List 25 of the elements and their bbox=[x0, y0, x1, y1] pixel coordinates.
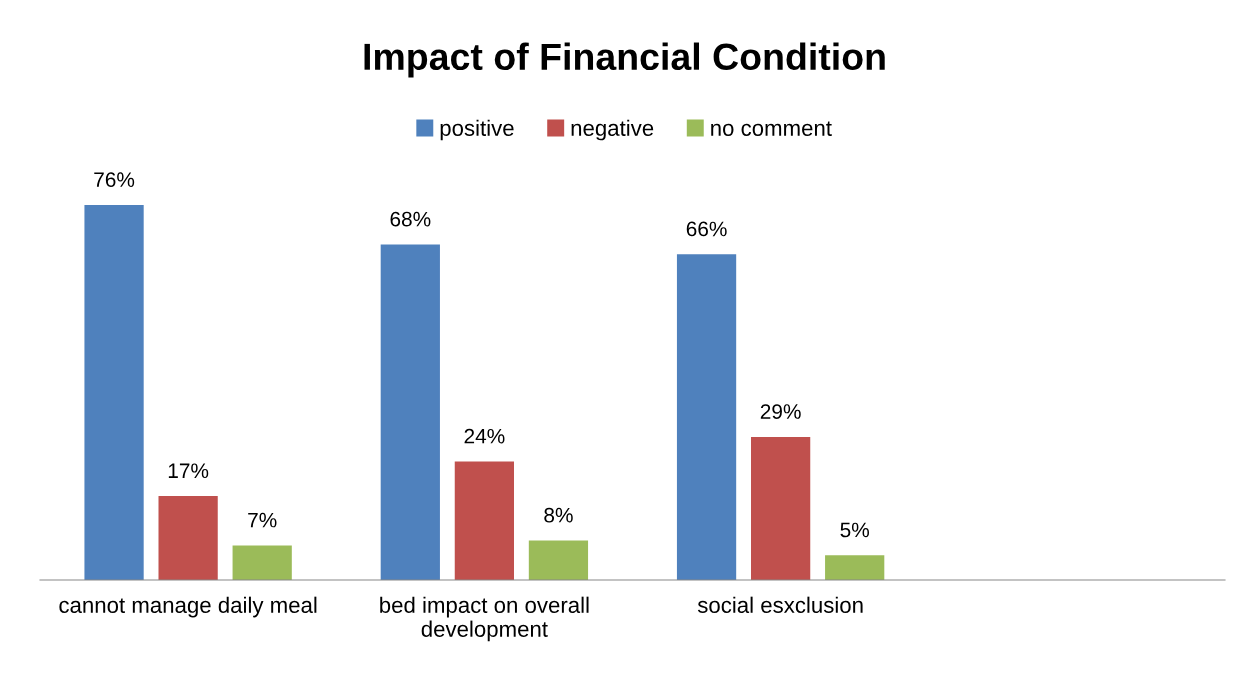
bar bbox=[825, 555, 885, 580]
bar bbox=[528, 540, 589, 580]
bar bbox=[232, 545, 292, 580]
data-label: 5% bbox=[840, 522, 869, 538]
legend-label: negative bbox=[571, 119, 654, 141]
data-label: 66% bbox=[686, 221, 727, 237]
data-label: 17% bbox=[168, 463, 209, 479]
data-label: 7% bbox=[248, 512, 277, 528]
data-label: 24% bbox=[464, 428, 505, 444]
bar bbox=[676, 254, 737, 580]
chart-title: Impact of Financial Condition bbox=[364, 42, 885, 78]
x-tick-label: social esxclusion bbox=[697, 596, 863, 613]
bar bbox=[84, 205, 144, 580]
data-label: 29% bbox=[760, 404, 801, 419]
data-label: 8% bbox=[544, 507, 573, 523]
data-label: 68% bbox=[390, 211, 431, 227]
bar bbox=[751, 436, 811, 580]
bar bbox=[380, 244, 440, 580]
x-tick-label: bed impact on overall development bbox=[380, 596, 589, 642]
x-tick-label: cannot manage daily meal bbox=[59, 596, 317, 618]
bar bbox=[158, 496, 218, 580]
legend-label: positive bbox=[440, 119, 514, 141]
legend-label: no comment bbox=[711, 121, 832, 136]
bar bbox=[454, 461, 514, 580]
data-label: 76% bbox=[94, 172, 135, 187]
